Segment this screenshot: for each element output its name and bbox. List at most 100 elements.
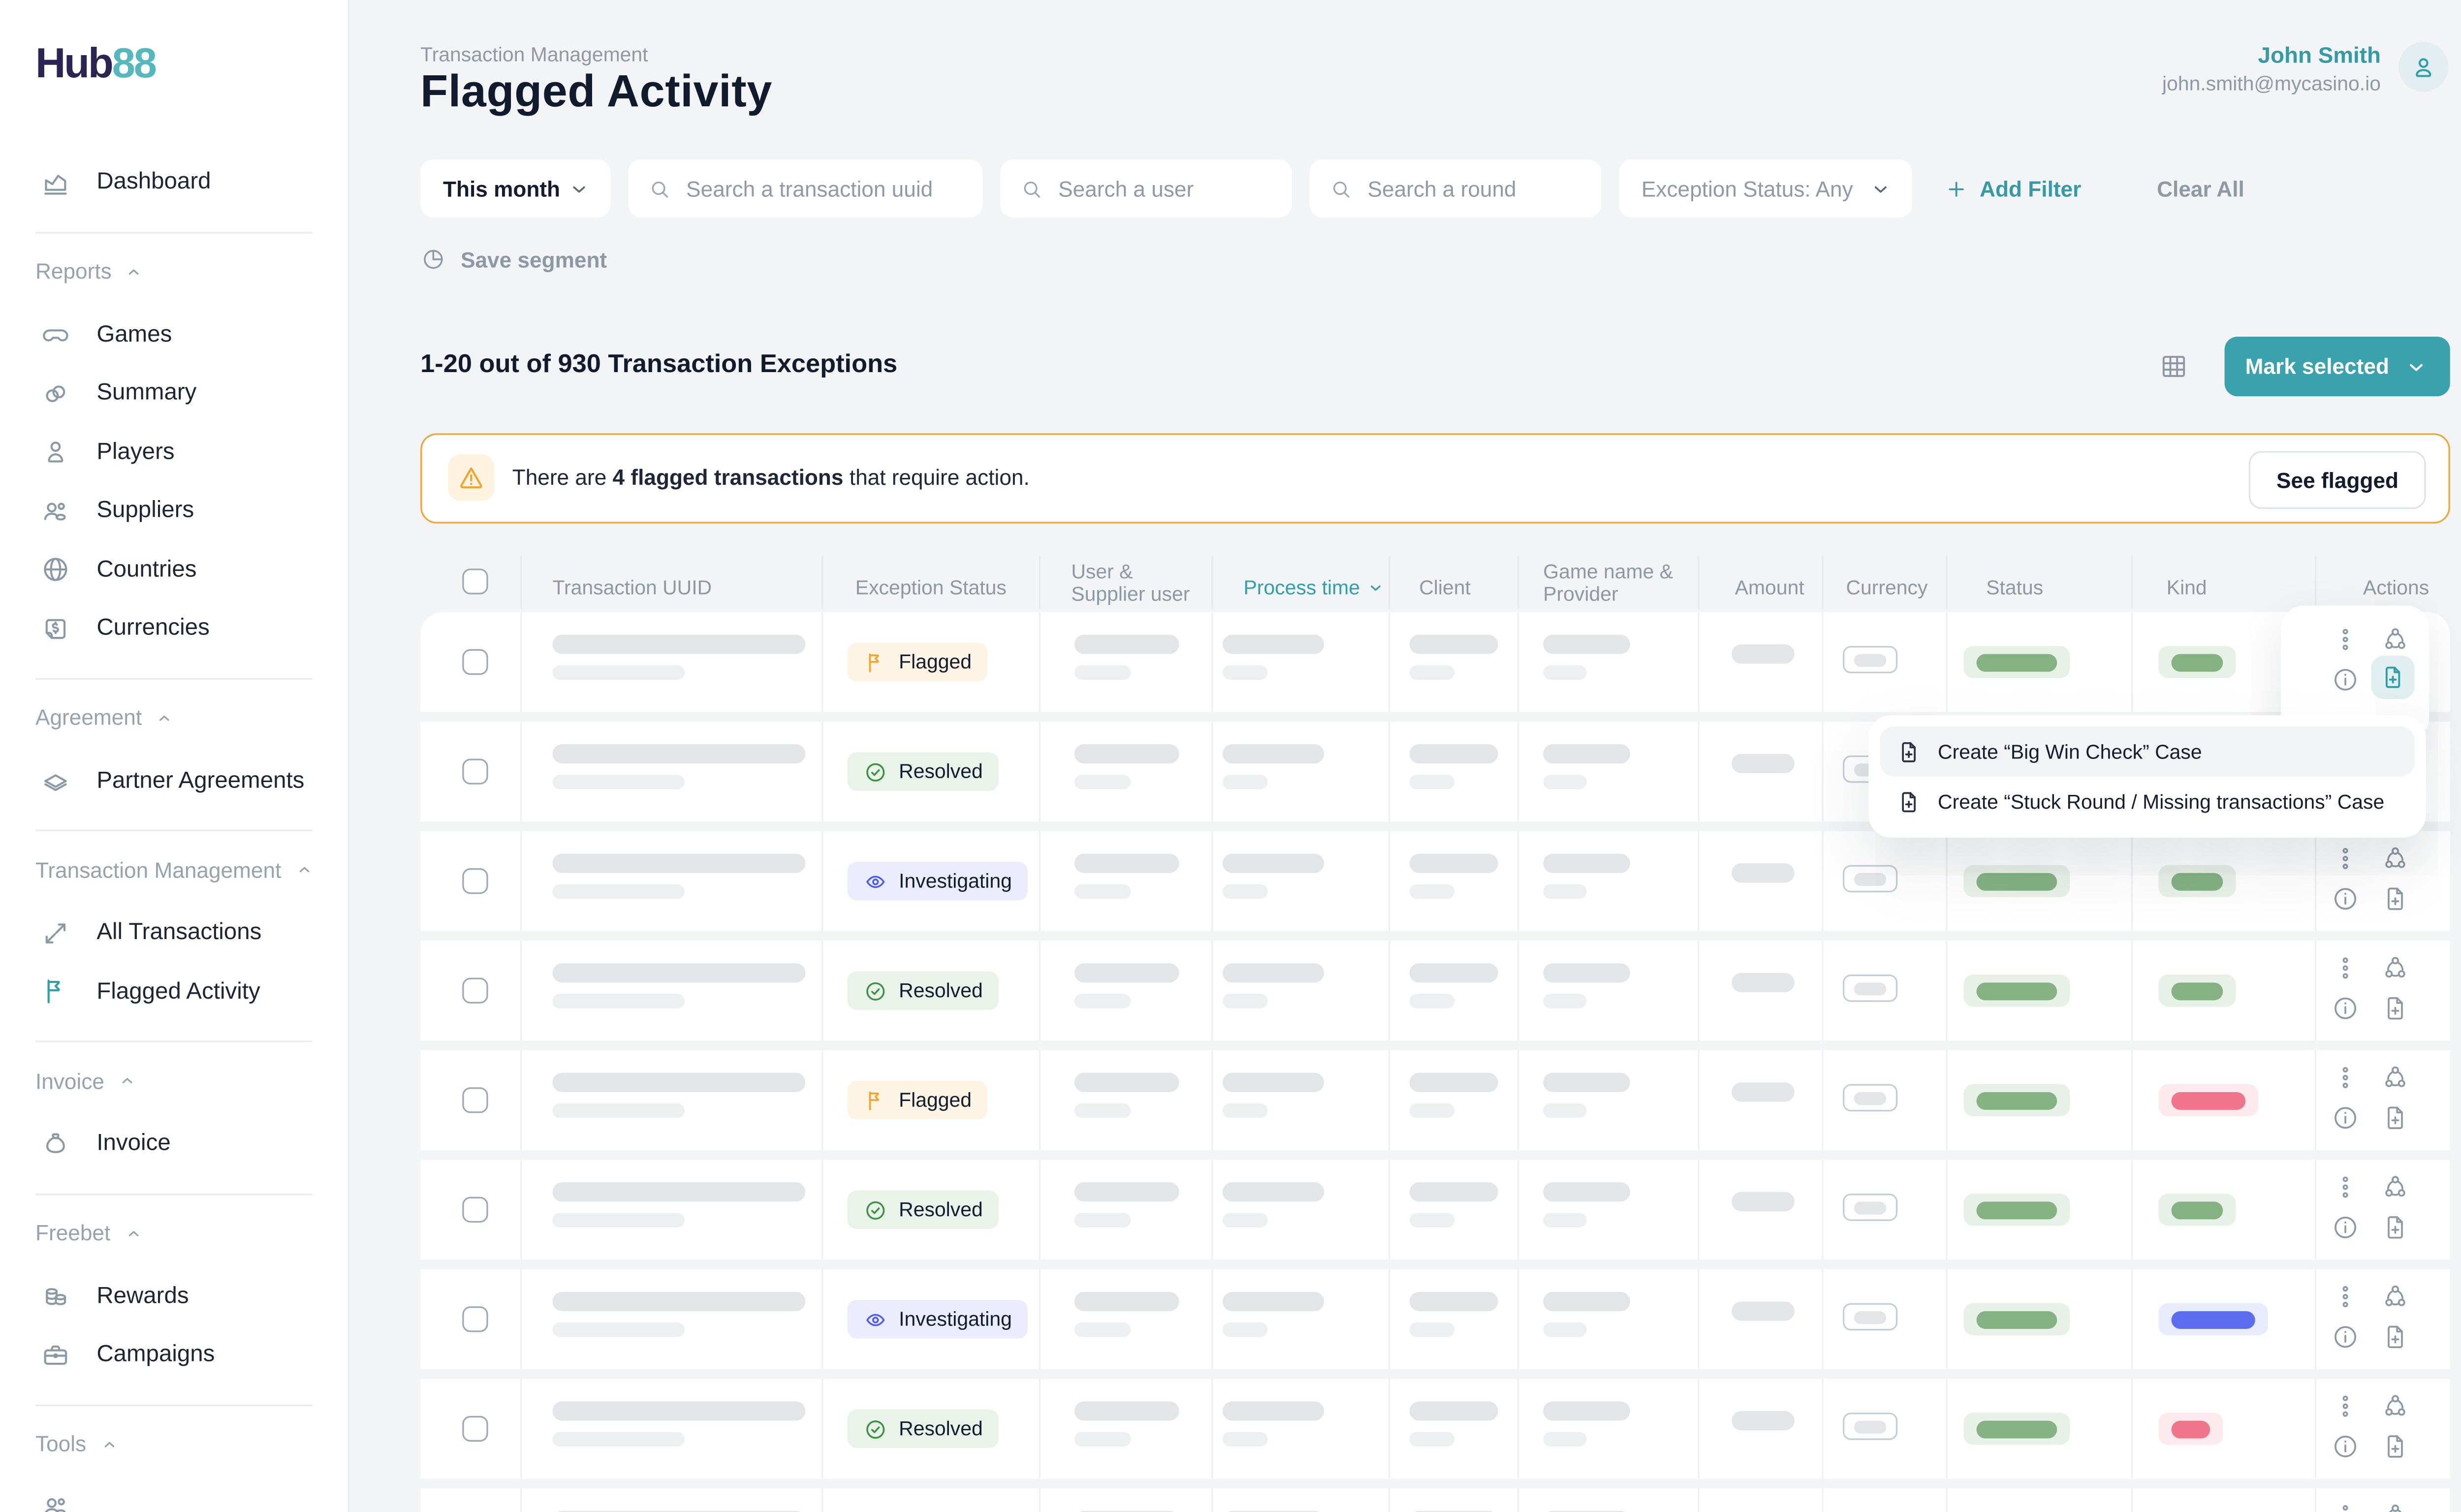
row-checkbox[interactable]: [462, 649, 488, 675]
sidebar-item-suppliers[interactable]: Suppliers: [0, 482, 348, 540]
see-flagged-button[interactable]: See flagged: [2249, 451, 2426, 509]
search-round-input[interactable]: [1368, 176, 1585, 200]
kebab-menu-icon[interactable]: [2331, 1392, 2360, 1421]
sidebar-item-rewards[interactable]: Rewards: [0, 1267, 348, 1325]
exception-status-filter[interactable]: Exception Status: Any: [1619, 159, 1912, 218]
currency-cell: [1843, 1194, 1897, 1221]
sidebar-section-agreement[interactable]: Agreement: [0, 700, 348, 735]
sidebar-divider: [35, 1040, 313, 1042]
share-nodes-icon[interactable]: [2381, 844, 2410, 873]
user-avatar[interactable]: [2398, 42, 2448, 92]
sidebar-item-dashboard[interactable]: Dashboard: [0, 153, 348, 212]
share-nodes-icon[interactable]: [2381, 1501, 2410, 1512]
sidebar-item-countries[interactable]: Countries: [0, 540, 348, 599]
info-icon[interactable]: [2331, 884, 2360, 914]
menu-item-big-win-check[interactable]: Create “Big Win Check” Case: [1880, 726, 2415, 776]
share-nodes-icon[interactable]: [2381, 1063, 2410, 1092]
share-nodes-icon[interactable]: [2381, 1173, 2410, 1202]
sidebar-section-reports[interactable]: Reports: [0, 253, 348, 289]
row-checkbox[interactable]: [462, 1087, 488, 1113]
kebab-menu-icon[interactable]: [2331, 953, 2360, 982]
create-case-icon[interactable]: [2381, 1432, 2410, 1461]
row-checkbox[interactable]: [462, 1306, 488, 1332]
eye-icon: [863, 1307, 887, 1331]
column-header-process-time[interactable]: Process time: [1244, 577, 1386, 599]
info-icon[interactable]: [2331, 665, 2360, 694]
sidebar-item-players[interactable]: Players: [0, 423, 348, 481]
sidebar-item-invoice[interactable]: Invoice: [0, 1115, 348, 1173]
sidebar-item-campaigns[interactable]: Campaigns: [0, 1325, 348, 1384]
create-case-icon-active[interactable]: [2371, 656, 2414, 699]
select-all-checkbox[interactable]: [462, 568, 488, 594]
money-bag-icon: [40, 1129, 71, 1159]
kebab-menu-icon[interactable]: [2331, 1063, 2360, 1092]
kebab-menu-icon[interactable]: [2331, 844, 2360, 873]
sidebar-item-summary[interactable]: Summary: [0, 364, 348, 423]
kebab-menu-icon[interactable]: [2331, 1173, 2360, 1202]
logo-text-accent: 88: [112, 39, 156, 87]
sidebar-item-flagged-activity[interactable]: Flagged Activity: [0, 962, 348, 1021]
sidebar-item-partner-agreements[interactable]: Partner Agreements: [0, 752, 348, 810]
sidebar-item-all-transactions[interactable]: All Transactions: [0, 904, 348, 962]
search-transaction-uuid[interactable]: [628, 159, 982, 218]
search-round[interactable]: [1310, 159, 1601, 218]
sidebar-section-tools[interactable]: Tools: [0, 1426, 348, 1462]
share-nodes-icon[interactable]: [2381, 1392, 2410, 1421]
kebab-menu-icon[interactable]: [2331, 625, 2360, 654]
share-nodes-icon: [2381, 625, 2410, 654]
share-nodes-icon[interactable]: [2381, 953, 2410, 982]
add-filter-label: Add Filter: [1980, 176, 2081, 200]
file-plus-icon: [1896, 788, 1922, 814]
share-nodes-icon: [2381, 1282, 2410, 1311]
share-nodes-icon: [2381, 1173, 2410, 1202]
share-nodes-icon[interactable]: [2381, 1282, 2410, 1311]
sidebar-item-partial[interactable]: [0, 1478, 348, 1512]
sidebar-item-currencies[interactable]: Currencies: [0, 599, 348, 658]
create-case-icon[interactable]: [2381, 1213, 2410, 1242]
row-checkbox[interactable]: [462, 758, 488, 784]
search-user[interactable]: [1000, 159, 1292, 218]
clear-all-button[interactable]: Clear All: [2157, 159, 2244, 218]
date-range-filter[interactable]: This month: [420, 159, 610, 218]
create-case-icon[interactable]: [2381, 884, 2410, 914]
info-icon[interactable]: [2331, 1323, 2360, 1352]
kind-pill: [2158, 1303, 2268, 1335]
kebab-menu-icon[interactable]: [2331, 1501, 2360, 1512]
search-icon: [1329, 176, 1353, 200]
add-filter-button[interactable]: Add Filter: [1944, 159, 2081, 218]
sidebar-section-freebet[interactable]: Freebet: [0, 1215, 348, 1251]
create-case-icon[interactable]: [2381, 994, 2410, 1023]
share-nodes-icon[interactable]: [2381, 625, 2410, 654]
row-checkbox[interactable]: [462, 978, 488, 1004]
search-user-input[interactable]: [1058, 176, 1276, 200]
row-checkbox[interactable]: [462, 1416, 488, 1442]
create-case-icon[interactable]: [2381, 1323, 2410, 1352]
chart-line-icon: [40, 167, 71, 198]
save-segment-button[interactable]: Save segment: [420, 245, 607, 274]
check-circle-icon: [863, 1417, 887, 1441]
grid-view-icon[interactable]: [2158, 351, 2189, 381]
row-checkbox[interactable]: [462, 868, 488, 894]
sidebar-section-transaction-management[interactable]: Transaction Management: [0, 852, 348, 887]
table-row: Resolved: [420, 1379, 2450, 1479]
info-icon: [2331, 994, 2360, 1023]
sidebar-section-invoice[interactable]: Invoice: [0, 1063, 348, 1099]
menu-item-stuck-round[interactable]: Create “Stuck Round / Missing transactio…: [1880, 776, 2415, 826]
table-header: Transaction UUIDException StatusUser &Su…: [420, 556, 2450, 609]
info-icon[interactable]: [2331, 1432, 2360, 1461]
search-transaction-uuid-input[interactable]: [686, 176, 966, 200]
check-circle-icon: [863, 978, 887, 1003]
kebab-menu-icon[interactable]: [2331, 1282, 2360, 1311]
info-icon[interactable]: [2331, 1103, 2360, 1133]
create-case-icon[interactable]: [2381, 1103, 2410, 1133]
info-icon[interactable]: [2331, 994, 2360, 1023]
info-icon[interactable]: [2331, 1213, 2360, 1242]
table-row: Resolved: [420, 941, 2450, 1040]
exception-status-badge: Investigating: [847, 862, 1028, 901]
eye-icon: [863, 869, 887, 893]
sidebar-item-games[interactable]: Games: [0, 305, 348, 364]
row-checkbox[interactable]: [462, 1197, 488, 1223]
currency-cell: [1843, 1303, 1897, 1331]
mark-selected-button[interactable]: Mark selected: [2225, 337, 2450, 396]
breadcrumb: Transaction Management: [420, 43, 648, 66]
